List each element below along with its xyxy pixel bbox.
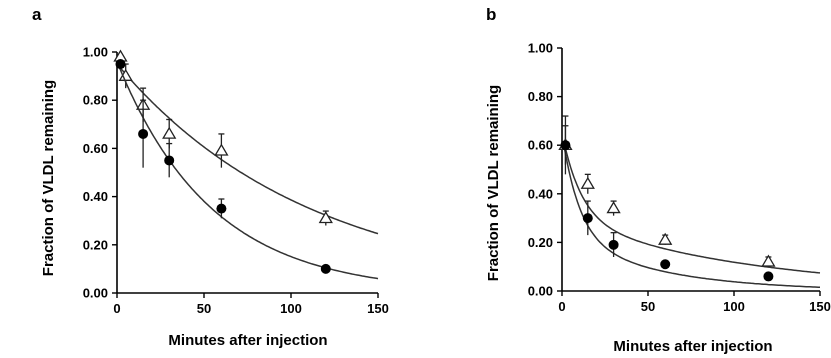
data-point-circle	[320, 263, 331, 274]
y-tick-label: 0.40	[528, 186, 553, 201]
x-tick-label: 0	[113, 301, 120, 316]
data-point-circle	[763, 271, 774, 282]
data-point-triangle	[580, 176, 595, 189]
data-point-circle	[660, 259, 671, 270]
x-axis-title: Minutes after injection	[168, 332, 327, 349]
x-tick-label: 0	[558, 299, 565, 314]
y-tick-label: 0.80	[83, 93, 108, 108]
x-tick-label: 50	[197, 301, 211, 316]
x-tick-label: 150	[367, 301, 389, 316]
data-point-circle	[608, 239, 619, 250]
y-tick-label: 0.80	[528, 89, 553, 104]
fit-curve	[562, 143, 820, 288]
data-point-triangle	[162, 126, 177, 139]
y-axis-title: Fraction of VLDL remaining	[485, 85, 502, 281]
x-tick-label: 100	[723, 299, 745, 314]
y-tick-label: 0.20	[528, 235, 553, 250]
y-tick-label: 0.00	[83, 286, 108, 301]
fit-curve	[562, 140, 821, 274]
data-point-triangle	[214, 143, 229, 156]
y-tick-label: 1.00	[528, 41, 553, 56]
y-tick-label: 0.60	[83, 141, 108, 156]
x-tick-label: 50	[641, 299, 655, 314]
y-tick-label: 1.00	[83, 45, 108, 60]
fit-curve	[118, 65, 379, 280]
y-axis-title: Fraction of VLDL remaining	[40, 80, 57, 276]
data-point-triangle	[658, 232, 673, 245]
data-point-circle	[164, 155, 175, 166]
data-point-triangle	[761, 254, 776, 267]
data-point-circle	[560, 140, 571, 151]
y-tick-label: 0.60	[528, 138, 553, 153]
panel-a: a Fraction of VLDL remaining Minutes aft…	[32, 5, 389, 349]
data-point-circle	[138, 128, 149, 139]
x-tick-label: 150	[809, 299, 831, 314]
data-point-triangle	[318, 211, 333, 224]
data-point-circle	[216, 203, 227, 214]
x-tick-label: 100	[280, 301, 302, 316]
y-tick-label: 0.00	[528, 284, 553, 299]
y-tick-label: 0.40	[83, 189, 108, 204]
fit-curve	[118, 65, 379, 235]
panel-letter: a	[32, 5, 42, 24]
data-point-triangle	[606, 201, 621, 214]
panel-letter: b	[486, 5, 496, 24]
y-tick-label: 0.20	[83, 237, 108, 252]
data-point-circle	[115, 59, 126, 70]
panel-b: b Fraction of VLDL remaining Minutes aft…	[485, 5, 831, 355]
x-axis-title: Minutes after injection	[613, 338, 772, 355]
data-point-circle	[582, 213, 593, 224]
